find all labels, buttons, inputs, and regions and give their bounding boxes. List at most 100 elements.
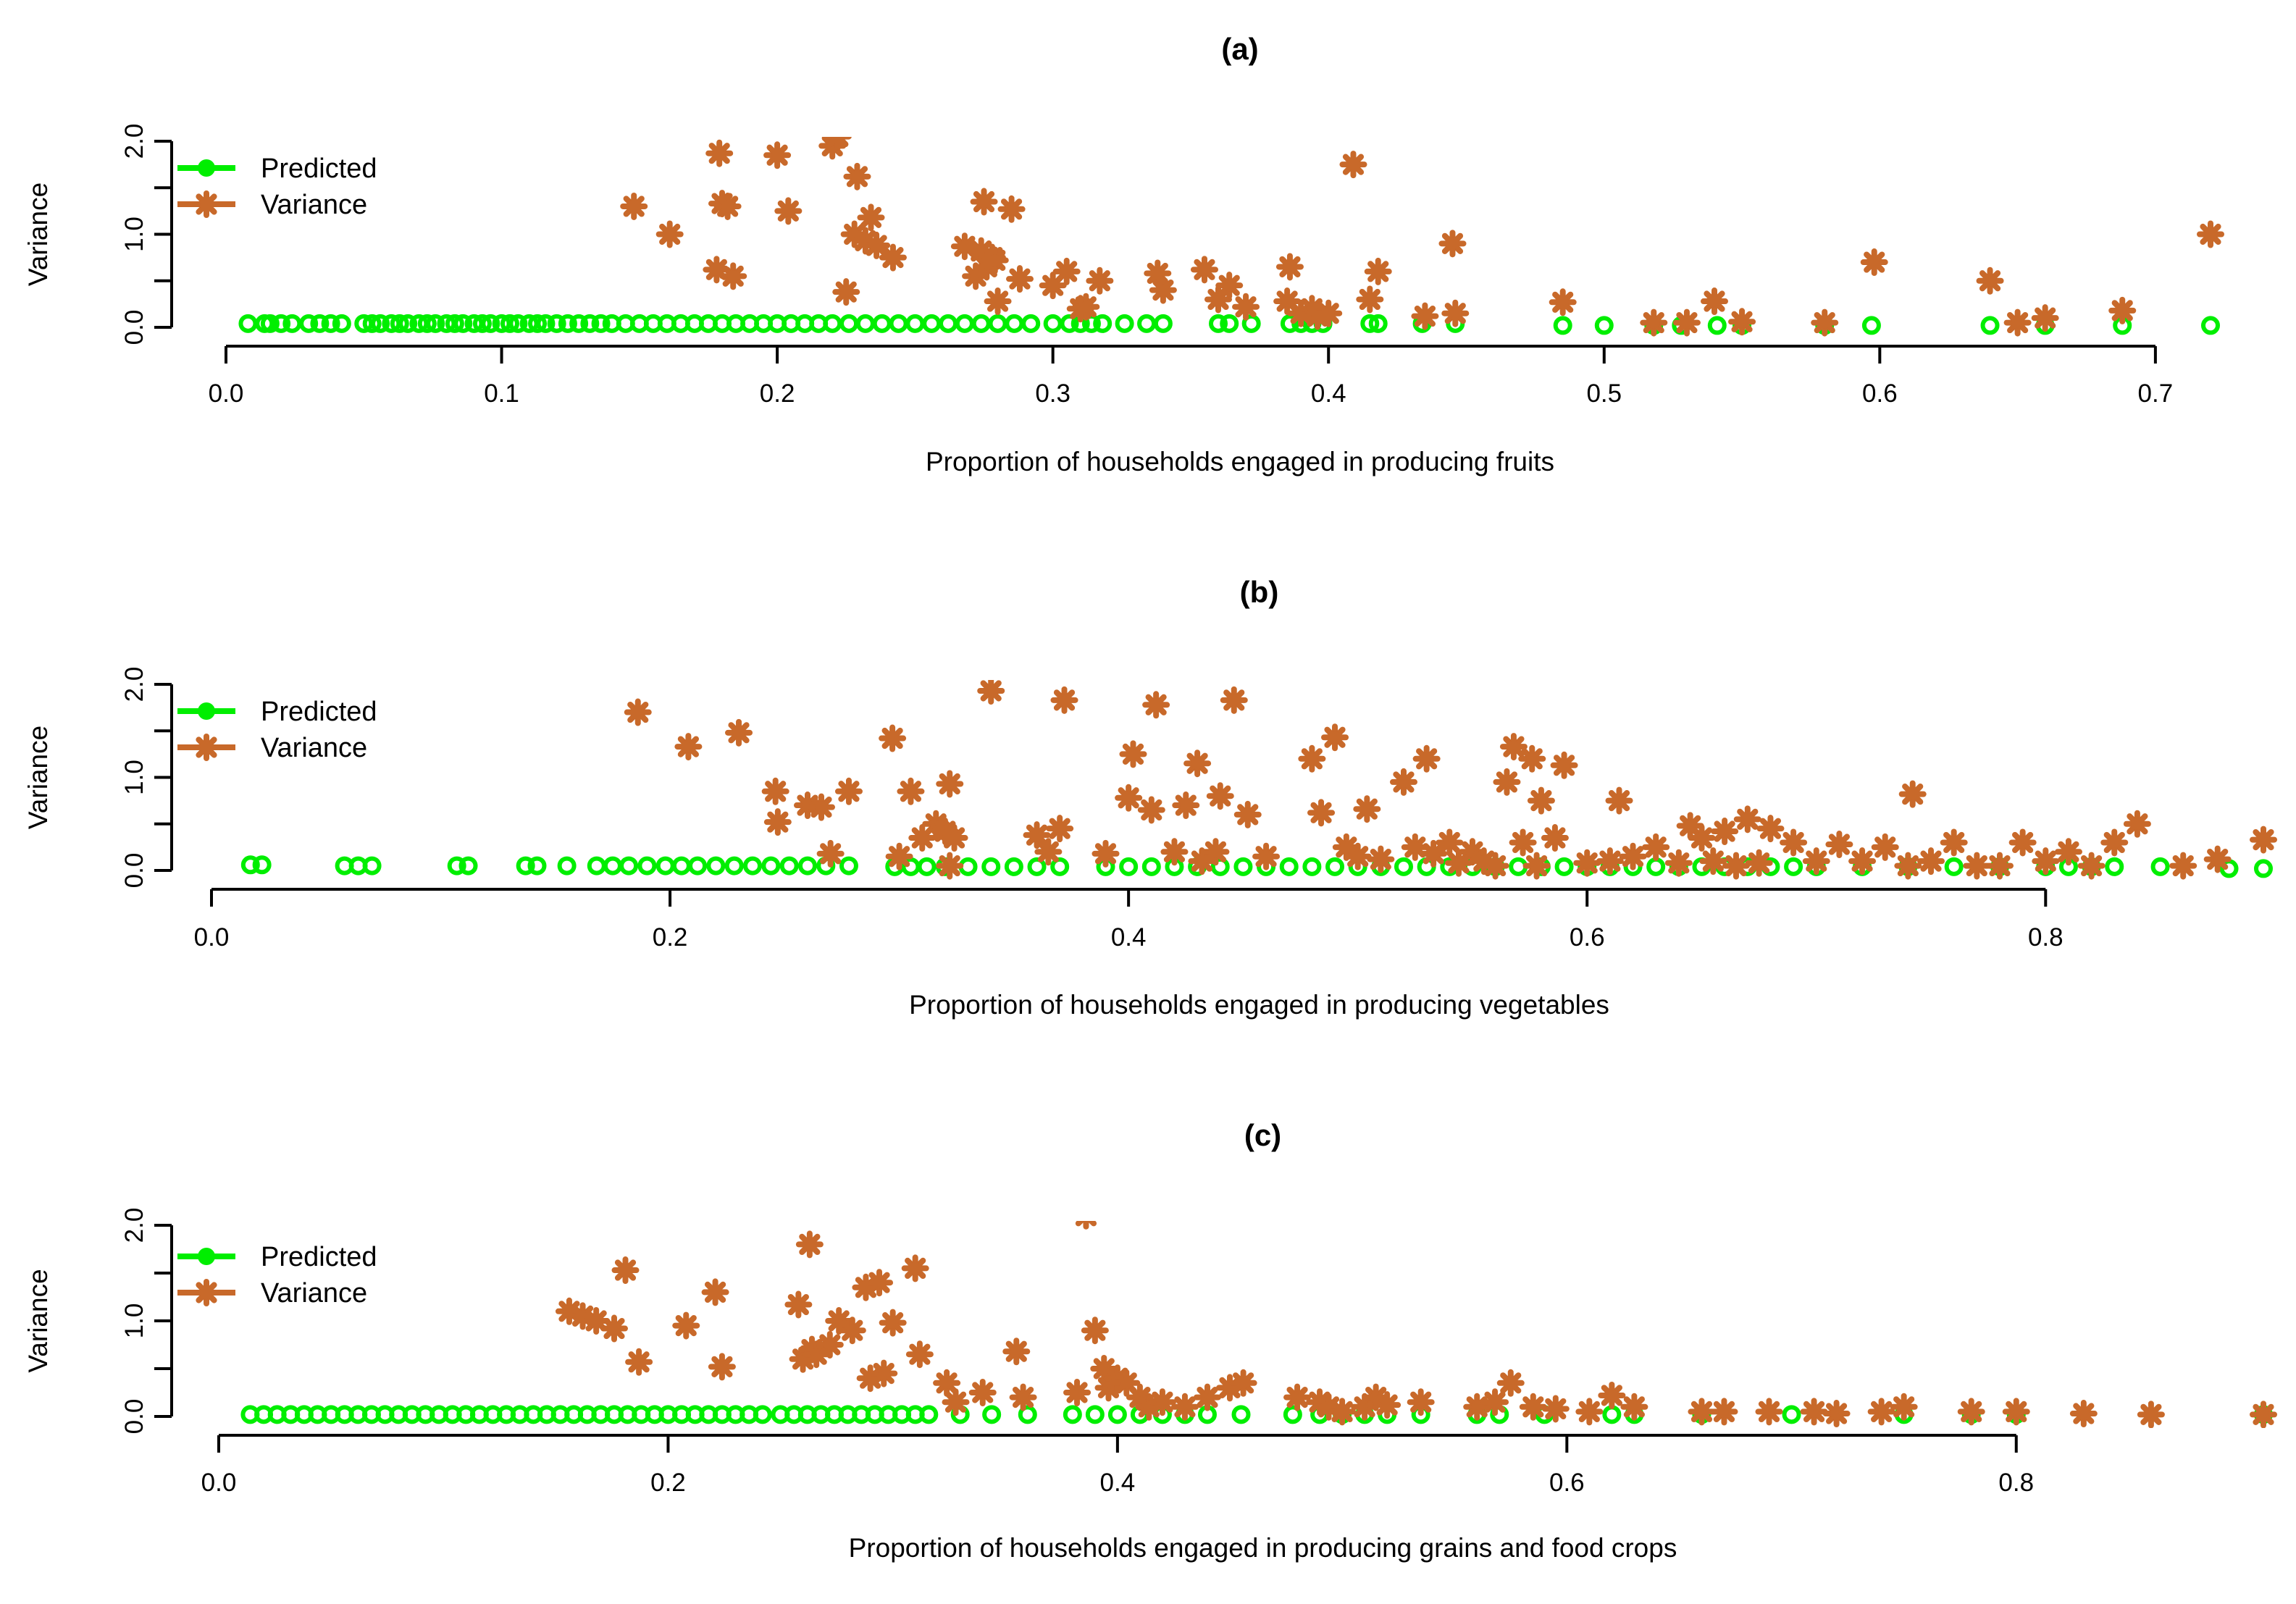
point-variance: [582, 1307, 611, 1335]
point-variance: [1481, 852, 1509, 880]
point-predicted: [528, 314, 548, 333]
point-predicted: [1280, 314, 1299, 333]
point-predicted: [426, 314, 445, 333]
point-variance: [1283, 1383, 1312, 1411]
asterisk-core: [815, 801, 828, 813]
asterisk-core: [1525, 752, 1538, 765]
point-variance: [1206, 782, 1234, 810]
point-predicted: [445, 314, 464, 333]
point-variance: [905, 1340, 934, 1369]
asterisk-core: [978, 196, 990, 208]
series-variance: [624, 680, 2277, 880]
x-tick-label: 0.2: [653, 923, 688, 952]
point-variance: [1441, 299, 1470, 327]
asterisk-core: [1898, 1401, 1910, 1414]
point-variance: [703, 256, 731, 284]
asterisk-core: [1879, 841, 1891, 854]
point-predicted: [1554, 857, 1574, 876]
asterisk-core: [2116, 304, 2129, 317]
point-variance: [725, 718, 753, 747]
point-variance: [1220, 686, 1248, 714]
chart-title: (a): [1221, 32, 1258, 66]
panel-b: (b) 0.0 1.0 2.0 Variance 0.0 0.2 0.4 0.6 0.8 Propo…: [23, 575, 2277, 1020]
asterisk-core: [1868, 256, 1880, 269]
point-predicted: [779, 856, 799, 876]
point-variance: [708, 1353, 736, 1381]
asterisk-core: [909, 1262, 921, 1275]
asterisk-core: [1058, 694, 1071, 707]
asterisk-core: [1971, 860, 1983, 872]
asterisk-core: [1168, 846, 1181, 858]
point-predicted: [252, 855, 272, 875]
point-variance: [1811, 308, 1839, 337]
asterisk-core: [870, 239, 883, 252]
asterisk-core: [1818, 316, 1831, 329]
asterisk-core: [878, 1367, 890, 1380]
point-predicted: [1050, 857, 1070, 876]
point-predicted: [1594, 316, 1614, 335]
point-variance: [816, 1331, 844, 1359]
point-variance: [1605, 786, 1633, 815]
point-predicted: [362, 856, 382, 876]
asterisk-core: [1808, 1406, 1820, 1418]
asterisk-core: [887, 1317, 899, 1329]
point-predicted: [362, 314, 382, 333]
point-variance: [2203, 845, 2232, 873]
asterisk-core: [1089, 1324, 1102, 1337]
asterisk-core: [905, 785, 917, 798]
point-variance: [1119, 740, 1147, 768]
legend: Predicted Variance: [177, 1242, 377, 1309]
asterisk-core: [2011, 316, 2024, 329]
x-tick-label: 0.0: [194, 923, 230, 952]
legend: Predicted Variance: [177, 697, 377, 763]
point-variance: [1373, 1391, 1402, 1419]
point-predicted: [240, 855, 260, 875]
asterisk-core: [1787, 836, 1800, 849]
point-variance: [620, 192, 648, 220]
point-variance: [2054, 838, 2082, 866]
point-variance: [1353, 795, 1381, 823]
asterisk-core: [1178, 1401, 1191, 1414]
asterisk-core: [1906, 788, 1919, 800]
point-variance: [1412, 744, 1441, 773]
point-variance: [1640, 308, 1668, 337]
point-predicted: [839, 856, 858, 876]
point-variance: [1620, 1393, 1648, 1421]
asterisk-core: [2016, 836, 2029, 849]
point-predicted: [1153, 314, 1173, 333]
asterisk-core: [1606, 1389, 1618, 1402]
asterisk-core: [1375, 853, 1387, 865]
asterisk-core: [886, 732, 899, 744]
asterisk-core: [1047, 279, 1059, 292]
point-variance: [2108, 296, 2137, 324]
x-axis-label: Proportion of households engaged in prod…: [926, 447, 1554, 476]
asterisk-core: [782, 205, 795, 217]
point-variance: [936, 770, 964, 798]
asterisk-core: [1409, 841, 1422, 854]
point-variance: [870, 1359, 898, 1387]
asterisk-core: [1291, 1391, 1304, 1403]
point-predicted: [1368, 314, 1388, 333]
point-variance: [1142, 691, 1170, 719]
asterisk-core: [1672, 857, 1685, 869]
point-predicted: [823, 314, 842, 333]
asterisk-core: [984, 684, 997, 697]
asterisk-core: [1223, 279, 1236, 292]
asterisk-core: [1558, 759, 1570, 772]
asterisk-core: [1031, 828, 1043, 841]
x-tick-label: 0.4: [1100, 1469, 1136, 1497]
point-predicted: [282, 314, 302, 333]
point-predicted: [299, 314, 319, 333]
asterisk-core: [865, 211, 877, 224]
point-variance: [1275, 253, 1304, 281]
asterisk-core: [1260, 850, 1273, 862]
point-variance: [1573, 849, 1601, 877]
point-predicted: [569, 314, 589, 333]
asterisk-core: [1489, 860, 1501, 872]
asterisk-core: [771, 815, 784, 828]
asterisk-core: [824, 1338, 837, 1351]
asterisk-core: [1196, 855, 1208, 868]
asterisk-core: [1152, 267, 1164, 280]
asterisk-core: [1501, 776, 1513, 789]
point-predicted: [332, 314, 351, 333]
